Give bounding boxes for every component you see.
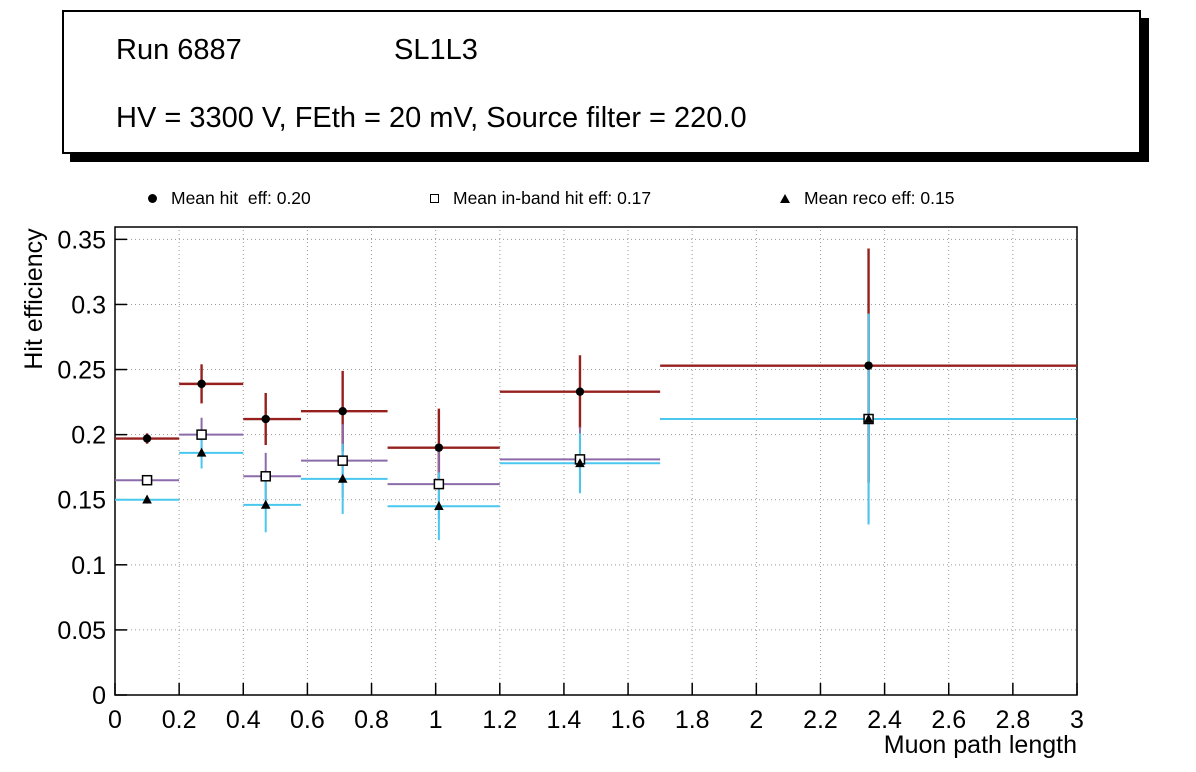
data-marker-triangle xyxy=(196,447,207,457)
x-tick-label: 0.2 xyxy=(162,706,197,734)
data-marker-square xyxy=(433,478,445,490)
x-tick-label: 0.8 xyxy=(354,706,389,734)
y-tick-label: 0.2 xyxy=(71,422,106,450)
x-tick-label: 0.4 xyxy=(226,706,261,734)
data-marker-square xyxy=(337,455,348,466)
legend-entry: Mean hit eff: 0.20 xyxy=(148,185,311,211)
data-marker-circle xyxy=(142,434,152,443)
x-tick-label: 3 xyxy=(1070,706,1084,734)
y-tick-label: 0.25 xyxy=(57,357,106,385)
conditions-label: HV = 3300 V, FEth = 20 mV, Source filter… xyxy=(116,102,747,134)
y-tick-label: 0 xyxy=(92,682,106,710)
x-tick-label: 2.2 xyxy=(803,706,838,734)
legend-entry-label: Mean in-band hit eff: 0.17 xyxy=(453,187,652,208)
x-tick-label: 2 xyxy=(749,706,763,734)
x-tick-label: 2.4 xyxy=(867,706,902,734)
y-axis-title: Hit efficiency xyxy=(20,228,48,370)
data-marker-triangle xyxy=(434,501,444,511)
x-tick-label: 1 xyxy=(429,706,443,734)
data-marker-triangle xyxy=(337,473,348,483)
data-marker-square xyxy=(196,429,207,440)
y-tick-label: 0.3 xyxy=(71,291,106,319)
filled-triangle-icon xyxy=(780,193,790,203)
data-marker-triangle xyxy=(260,499,271,509)
data-marker-triangle xyxy=(575,458,585,468)
y-tick-label: 0.1 xyxy=(71,552,106,580)
title-box: Run 6887 SL1L3 HV = 3300 V, FEth = 20 mV… xyxy=(62,10,1141,154)
data-marker-square xyxy=(260,471,271,482)
data-marker-circle xyxy=(338,407,347,416)
data-marker-triangle xyxy=(863,413,874,423)
plot-frame xyxy=(114,226,1078,696)
legend-entry-label: Mean hit eff: 0.20 xyxy=(171,187,311,208)
data-marker-square xyxy=(141,474,153,486)
x-tick-label: 2.8 xyxy=(995,706,1030,734)
legend-entry: Mean in-band hit eff: 0.17 xyxy=(430,185,651,211)
data-marker-circle xyxy=(575,387,585,396)
data-marker-circle xyxy=(434,443,444,452)
data-marker-circle xyxy=(261,414,270,424)
x-tick-label: 1.6 xyxy=(611,706,646,734)
y-tick-label: 0.15 xyxy=(57,487,106,515)
x-tick-label: 2.6 xyxy=(931,706,966,734)
y-tick-label: 0.35 xyxy=(57,226,106,254)
open-square-icon xyxy=(430,193,439,203)
data-marker-triangle xyxy=(142,494,152,504)
chamber-label: SL1L3 xyxy=(394,34,478,66)
filled-circle-icon xyxy=(148,193,157,203)
x-tick-label: 0.6 xyxy=(290,706,325,734)
y-tick-label: 0.05 xyxy=(57,617,106,645)
run-label: Run 6887 xyxy=(116,34,242,66)
x-tick-label: 0 xyxy=(108,706,122,734)
data-marker-circle xyxy=(197,379,206,389)
legend-entry: Mean reco eff: 0.15 xyxy=(780,185,954,211)
legend-entry-label: Mean reco eff: 0.15 xyxy=(804,187,955,208)
x-tick-label: 1.8 xyxy=(675,706,710,734)
x-axis-title: Muon path length xyxy=(884,731,1077,759)
data-marker-circle xyxy=(864,361,873,370)
x-tick-label: 1.2 xyxy=(482,706,517,734)
x-tick-label: 1.4 xyxy=(547,706,582,734)
